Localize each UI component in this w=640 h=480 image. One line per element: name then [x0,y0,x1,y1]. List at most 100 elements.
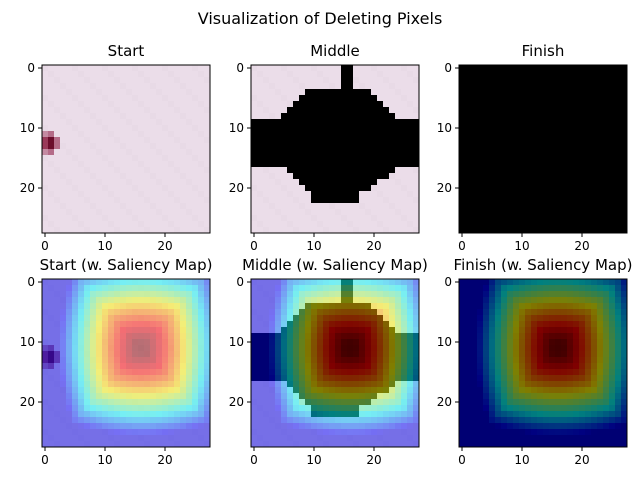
heatmap-cell [96,405,103,412]
heatmap-cell [573,429,580,436]
heatmap-cell [156,357,163,364]
heatmap-cell [621,381,628,388]
heatmap-cell [48,297,55,304]
heatmap-cell [531,209,538,216]
heatmap-cell [591,161,598,168]
heatmap-cell [365,315,372,322]
heatmap-cell [489,387,496,394]
heatmap-cell [537,191,544,198]
heatmap-cell [150,203,157,210]
heatmap-cell [180,387,187,394]
heatmap-cell [186,167,193,174]
heatmap-cell [531,203,538,210]
heatmap-cell [621,155,628,162]
heatmap-cell [335,297,342,304]
heatmap-cell [48,435,55,442]
heatmap-cell [84,185,91,192]
heatmap-cell [561,203,568,210]
heatmap-cell [347,65,354,72]
heatmap-cell [84,393,91,400]
heatmap-cell [257,375,264,382]
heatmap-cell [323,227,330,234]
heatmap-cell [353,143,360,150]
heatmap-cell [168,161,175,168]
heatmap-cell [471,155,478,162]
heatmap-cell [471,333,478,340]
heatmap-cell [459,179,466,186]
heatmap-cell [347,399,354,406]
heatmap-cell [383,417,390,424]
heatmap-cell [531,411,538,418]
heatmap-cell [144,351,151,358]
heatmap-cell [323,167,330,174]
heatmap-cell [144,95,151,102]
heatmap-cell [383,375,390,382]
heatmap-cell [585,89,592,96]
heatmap-cell [389,393,396,400]
heatmap-cell [144,369,151,376]
heatmap-cell [275,101,282,108]
heatmap-cell [78,345,85,352]
heatmap-cell [401,423,408,430]
heatmap-cell [407,65,414,72]
heatmap-cell [72,303,79,310]
heatmap-cell [144,423,151,430]
heatmap-cell [299,345,306,352]
heatmap-cell [543,155,550,162]
heatmap-cell [591,227,598,234]
heatmap-cell [501,161,508,168]
heatmap-cell [42,179,49,186]
heatmap-cell [519,149,526,156]
heatmap-cell [174,417,181,424]
heatmap-cell [495,179,502,186]
heatmap-cell [293,309,300,316]
heatmap-cell [609,315,616,322]
heatmap-cell [561,387,568,394]
heatmap-cell [275,161,282,168]
heatmap-cell [389,185,396,192]
heatmap-cell [102,101,109,108]
heatmap-cell [84,167,91,174]
heatmap-cell [513,95,520,102]
heatmap-cell [335,83,342,90]
heatmap-cell [353,167,360,174]
heatmap-cell [585,357,592,364]
heatmap-cell [311,125,318,132]
heatmap-cell [204,279,211,286]
x-tick-label: 0 [250,453,258,467]
heatmap-cell [317,411,324,418]
heatmap-cell [275,143,282,150]
heatmap-cell [389,125,396,132]
heatmap-cell [162,101,169,108]
heatmap-cell [377,203,384,210]
heatmap-cell [585,411,592,418]
heatmap-cell [401,167,408,174]
heatmap-cell [377,185,384,192]
heatmap-cell [311,333,318,340]
heatmap-cell [335,71,342,78]
heatmap-cell [585,149,592,156]
heatmap-cell [317,119,324,126]
heatmap-cell [269,345,276,352]
heatmap-cell [609,203,616,210]
heatmap-cell [120,209,127,216]
heatmap-cell [555,77,562,84]
heatmap-cell [180,131,187,138]
heatmap-cell [501,119,508,126]
heatmap-cell [603,315,610,322]
heatmap-cell [407,375,414,382]
heatmap-cell [132,297,139,304]
heatmap-cell [597,345,604,352]
heatmap-cell [311,197,318,204]
heatmap-cell [341,161,348,168]
heatmap-cell [317,309,324,316]
heatmap-cell [525,203,532,210]
heatmap-cell [353,285,360,292]
heatmap-cell [198,185,205,192]
heatmap-cell [281,303,288,310]
heatmap-cell [108,149,115,156]
heatmap-cell [96,327,103,334]
heatmap-cell [162,303,169,310]
heatmap-cell [507,351,514,358]
heatmap-cell [383,303,390,310]
